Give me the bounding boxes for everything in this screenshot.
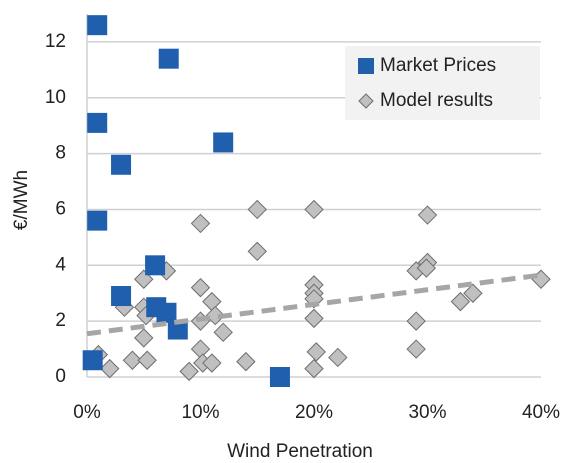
point [531, 269, 551, 289]
x-tick-label: 20% [295, 402, 333, 423]
trend-line [86, 272, 542, 337]
legend-marker [358, 58, 374, 74]
point [122, 350, 143, 370]
y-tick-label: 6 [55, 198, 66, 219]
y-axis-label: €/MWh [11, 170, 32, 230]
point [247, 241, 267, 262]
legend-marker [358, 93, 374, 109]
point [213, 132, 234, 153]
point [137, 350, 157, 370]
point [190, 339, 211, 359]
point [463, 283, 483, 303]
point [306, 342, 326, 362]
point [304, 358, 324, 379]
point [417, 205, 438, 225]
point [304, 199, 324, 220]
y-tick-label: 0 [55, 366, 66, 387]
point [406, 339, 426, 359]
point [269, 367, 290, 387]
y-tick-label: 12 [45, 31, 66, 52]
point [134, 328, 154, 348]
point [87, 210, 108, 231]
point [99, 358, 120, 379]
point [167, 319, 188, 340]
x-tick-label: 0% [73, 402, 101, 423]
y-tick-label: 10 [45, 87, 66, 108]
point [87, 112, 108, 133]
x-axis-label: Wind Penetration [227, 441, 373, 462]
point [158, 48, 179, 69]
point [190, 277, 211, 298]
legend-box [345, 46, 540, 120]
point [87, 15, 108, 36]
point [111, 286, 132, 307]
point [190, 213, 211, 234]
point [328, 347, 348, 368]
point [304, 308, 324, 329]
point [450, 291, 471, 312]
point [236, 351, 256, 372]
point [145, 255, 166, 276]
point [205, 305, 225, 326]
point [156, 302, 177, 323]
point [202, 353, 222, 373]
x-tick-label: 10% [181, 402, 219, 423]
point [82, 350, 103, 371]
y-tick-label: 4 [55, 254, 66, 275]
point [416, 258, 437, 278]
point [202, 291, 222, 312]
point [179, 361, 199, 382]
legend-label: Model results [380, 90, 493, 111]
y-tick-label: 2 [55, 310, 66, 331]
x-tick-label: 40% [522, 402, 560, 423]
point [213, 322, 233, 343]
point [406, 311, 426, 331]
legend-label: Market Prices [380, 55, 496, 76]
point [247, 199, 267, 220]
point [111, 154, 132, 175]
x-tick-label: 30% [408, 402, 446, 423]
y-tick-label: 8 [55, 143, 66, 164]
